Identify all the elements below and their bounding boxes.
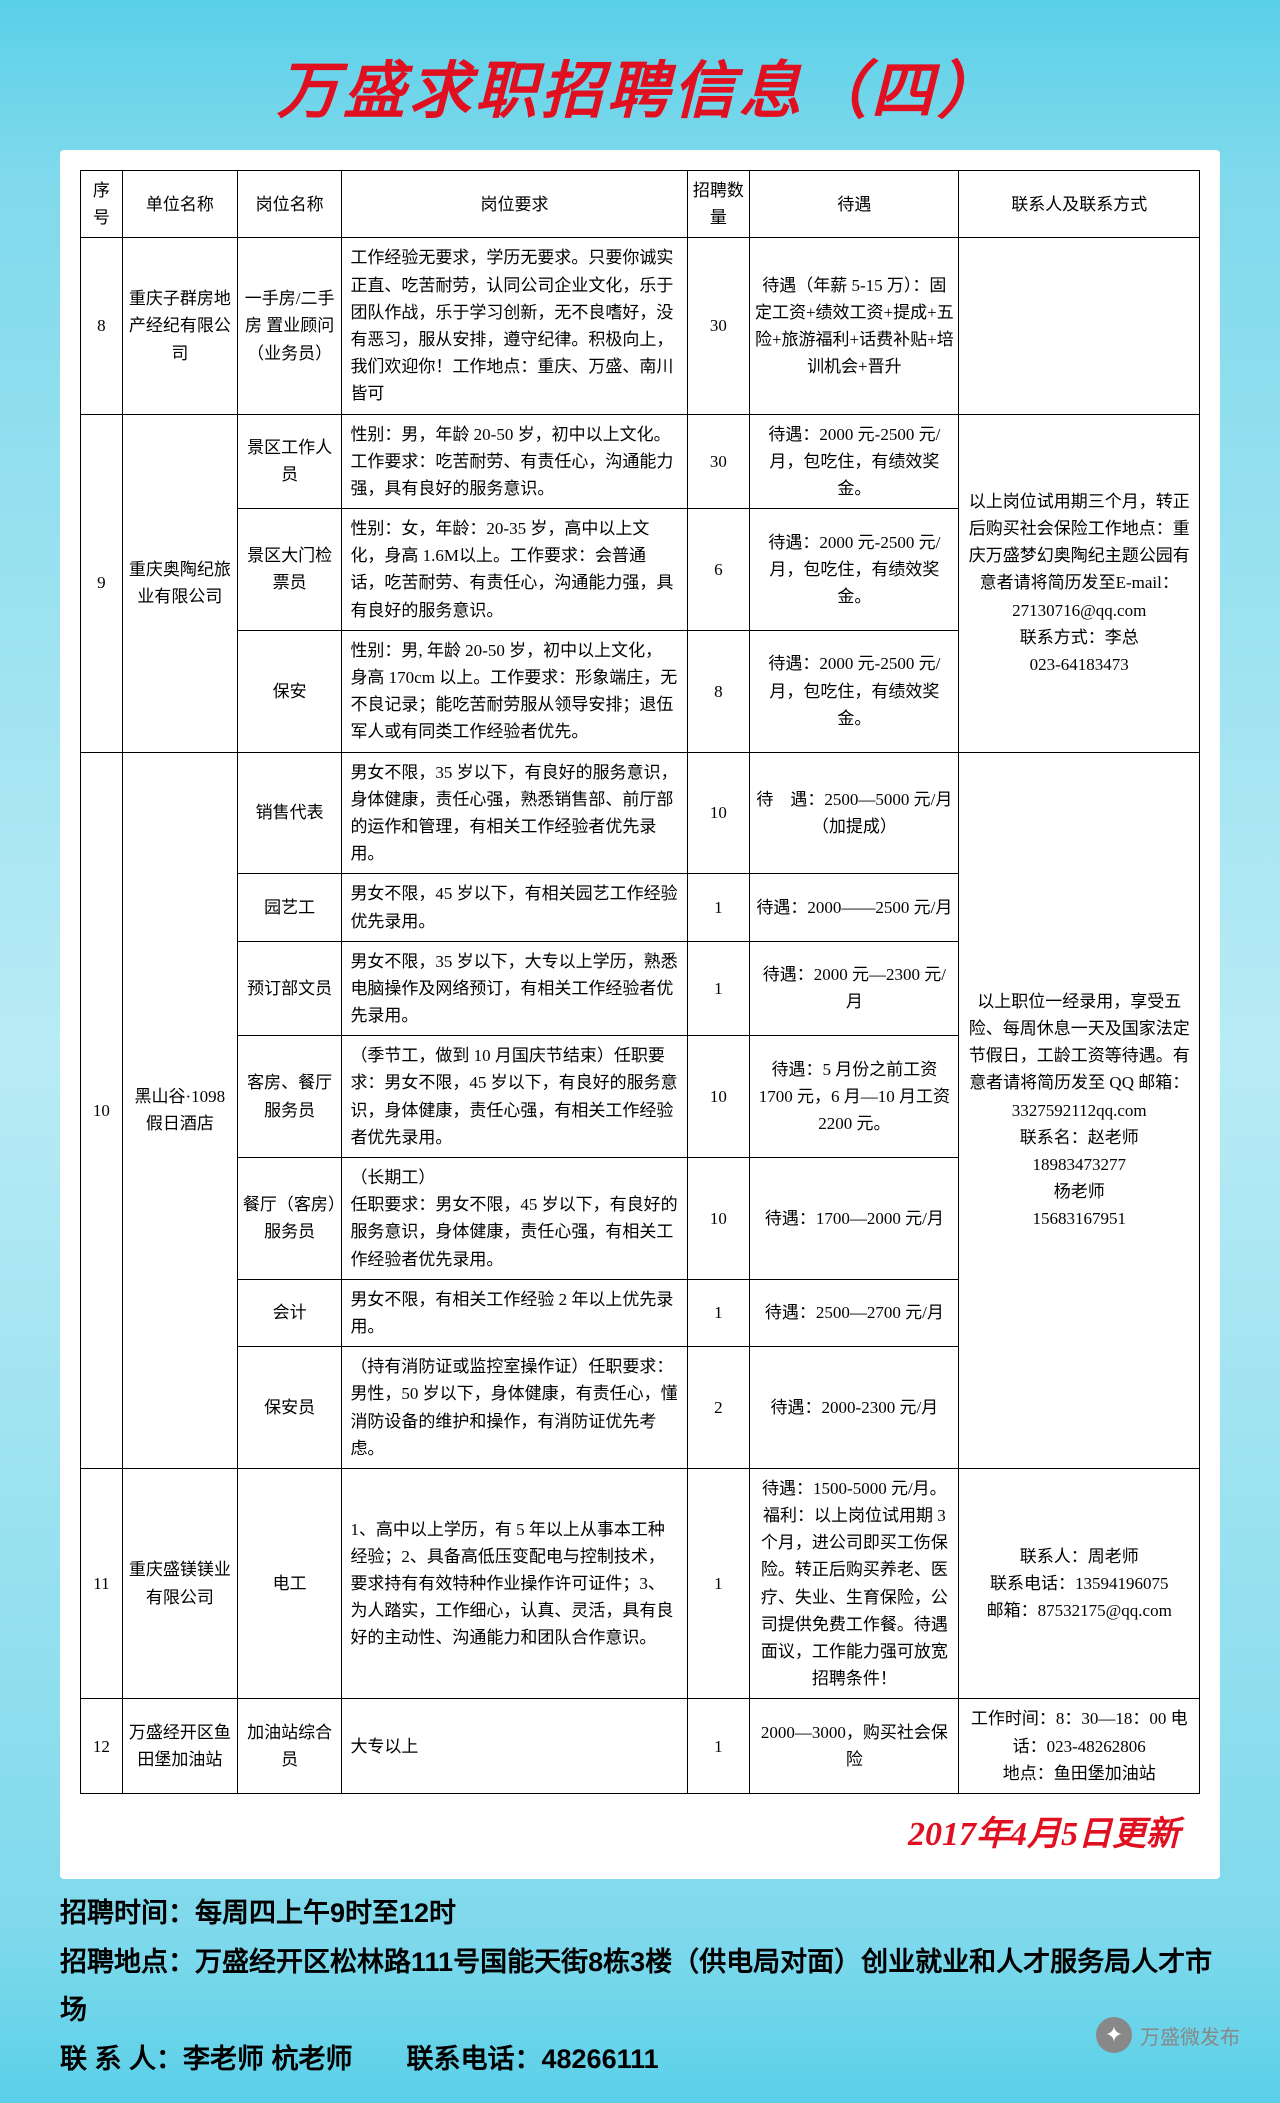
quantity-cell: 30 (687, 414, 750, 509)
position-cell: 会计 (237, 1279, 342, 1346)
requirement-cell: 男女不限，35 岁以下，大专以上学历，熟悉电脑操作及网络预订，有相关工作经验者优… (342, 941, 687, 1036)
requirement-cell: 男女不限，45 岁以下，有相关园艺工作经验优先录用。 (342, 874, 687, 941)
quantity-cell: 10 (687, 1158, 750, 1280)
requirement-cell: （持有消防证或监控室操作证）任职要求：男性，50 岁以下，身体健康，有责任心，懂… (342, 1347, 687, 1469)
salary-cell: 待遇：2000 元-2500 元/月，包吃住，有绩效奖金。 (750, 414, 959, 509)
footer-time: 招聘时间：每周四上午9时至12时 (60, 1889, 1220, 1938)
th-quantity: 招聘数量 (687, 171, 750, 238)
salary-cell: 待遇：1500-5000 元/月。福利：以上岗位试用期 3 个月，进公司即买工伤… (750, 1468, 959, 1699)
position-cell: 销售代表 (237, 752, 342, 874)
quantity-cell: 6 (687, 509, 750, 631)
seq-cell: 11 (81, 1468, 123, 1699)
position-cell: 园艺工 (237, 874, 342, 941)
quantity-cell: 10 (687, 1036, 750, 1158)
quantity-cell: 2 (687, 1347, 750, 1469)
requirement-cell: 1、高中以上学历，有 5 年以上从事本工种经验；2、具备高低压变配电与控制技术，… (342, 1468, 687, 1699)
requirement-cell: 男女不限，有相关工作经验 2 年以上优先录用。 (342, 1279, 687, 1346)
table-row: 11重庆盛镁镁业有限公司电工1、高中以上学历，有 5 年以上从事本工种经验；2、… (81, 1468, 1200, 1699)
quantity-cell: 1 (687, 1468, 750, 1699)
requirement-cell: 性别：男, 年龄 20-50 岁，初中以上文化，身高 170cm 以上。工作要求… (342, 630, 687, 752)
table-row: 10黑山谷·1098 假日酒店销售代表男女不限，35 岁以下，有良好的服务意识，… (81, 752, 1200, 874)
seq-cell: 8 (81, 238, 123, 414)
quantity-cell: 1 (687, 1699, 750, 1794)
requirement-cell: （长期工） 任职要求：男女不限，45 岁以下，有良好的服务意识，身体健康，责任心… (342, 1158, 687, 1280)
salary-cell: 待遇：2000 元-2500 元/月，包吃住，有绩效奖金。 (750, 630, 959, 752)
position-cell: 电工 (237, 1468, 342, 1699)
position-cell: 客房、餐厅服务员 (237, 1036, 342, 1158)
requirement-cell: 男女不限，35 岁以下，有良好的服务意识，身体健康，责任心强，熟悉销售部、前厅部… (342, 752, 687, 874)
wechat-icon: ✦ (1096, 2017, 1132, 2053)
position-cell: 一手房/二手房 置业顾问（业务员） (237, 238, 342, 414)
quantity-cell: 30 (687, 238, 750, 414)
contact-cell: 以上岗位试用期三个月，转正后购买社会保险工作地点：重庆万盛梦幻奥陶纪主题公园有意… (959, 414, 1200, 752)
position-cell: 景区工作人员 (237, 414, 342, 509)
contact-cell (959, 238, 1200, 414)
th-company: 单位名称 (122, 171, 237, 238)
header-row: 序号 单位名称 岗位名称 岗位要求 招聘数量 待遇 联系人及联系方式 (81, 171, 1200, 238)
salary-cell: 待遇：2500—2700 元/月 (750, 1279, 959, 1346)
salary-cell: 待遇：5 月份之前工资 1700 元，6 月—10 月工资 2200 元。 (750, 1036, 959, 1158)
position-cell: 景区大门检票员 (237, 509, 342, 631)
th-position: 岗位名称 (237, 171, 342, 238)
table-row: 9重庆奥陶纪旅业有限公司景区工作人员性别：男，年龄 20-50 岁，初中以上文化… (81, 414, 1200, 509)
quantity-cell: 8 (687, 630, 750, 752)
th-seq: 序号 (81, 171, 123, 238)
company-cell: 重庆盛镁镁业有限公司 (122, 1468, 237, 1699)
contact-cell: 联系人：周老师 联系电话：13594196075 邮箱：87532175@qq.… (959, 1468, 1200, 1699)
position-cell: 预订部文员 (237, 941, 342, 1036)
position-cell: 餐厅（客房）服务员 (237, 1158, 342, 1280)
table-row: 8重庆子群房地产经纪有限公司一手房/二手房 置业顾问（业务员）工作经验无要求，学… (81, 238, 1200, 414)
requirement-cell: （季节工，做到 10 月国庆节结束）任职要求：男女不限，45 岁以下，有良好的服… (342, 1036, 687, 1158)
job-table: 序号 单位名称 岗位名称 岗位要求 招聘数量 待遇 联系人及联系方式 8重庆子群… (80, 170, 1200, 1794)
company-cell: 万盛经开区鱼田堡加油站 (122, 1699, 237, 1794)
salary-cell: 待遇：2000 元-2500 元/月，包吃住，有绩效奖金。 (750, 509, 959, 631)
table-row: 12万盛经开区鱼田堡加油站加油站综合员大专以上12000—3000，购买社会保险… (81, 1699, 1200, 1794)
quantity-cell: 1 (687, 874, 750, 941)
th-contact: 联系人及联系方式 (959, 171, 1200, 238)
seq-cell: 9 (81, 414, 123, 752)
position-cell: 保安 (237, 630, 342, 752)
seq-cell: 10 (81, 752, 123, 1468)
footer-contact: 联 系 人：李老师 杭老师 联系电话：48266111 (60, 2035, 1220, 2084)
wechat-signature: ✦ 万盛微发布 (1096, 2017, 1240, 2053)
requirement-cell: 性别：男，年龄 20-50 岁，初中以上文化。工作要求：吃苦耐劳、有责任心，沟通… (342, 414, 687, 509)
requirement-cell: 工作经验无要求，学历无要求。只要你诚实正直、吃苦耐劳，认同公司企业文化，乐于团队… (342, 238, 687, 414)
quantity-cell: 1 (687, 1279, 750, 1346)
salary-cell: 2000—3000，购买社会保险 (750, 1699, 959, 1794)
update-date: 2017年4月5日更新 (80, 1794, 1200, 1859)
wechat-name: 万盛微发布 (1140, 2021, 1240, 2050)
requirement-cell: 性别：女，年龄：20-35 岁，高中以上文化，身高 1.6M以上。工作要求：会普… (342, 509, 687, 631)
footer-address: 招聘地点：万盛经开区松林路111号国能天街8栋3楼（供电局对面）创业就业和人才服… (60, 1938, 1220, 2035)
contact-cell: 以上职位一经录用，享受五险、每周休息一天及国家法定节假日，工龄工资等待遇。有意者… (959, 752, 1200, 1468)
requirement-cell: 大专以上 (342, 1699, 687, 1794)
quantity-cell: 10 (687, 752, 750, 874)
th-requirement: 岗位要求 (342, 171, 687, 238)
salary-cell: 待遇：2000——2500 元/月 (750, 874, 959, 941)
company-cell: 重庆子群房地产经纪有限公司 (122, 238, 237, 414)
footer: 招聘时间：每周四上午9时至12时 招聘地点：万盛经开区松林路111号国能天街8栋… (0, 1879, 1280, 2103)
contact-cell: 工作时间：8：30—18：00 电话：023-48262806 地点：鱼田堡加油… (959, 1699, 1200, 1794)
salary-cell: 待遇：2000 元—2300 元/月 (750, 941, 959, 1036)
position-cell: 保安员 (237, 1347, 342, 1469)
position-cell: 加油站综合员 (237, 1699, 342, 1794)
salary-cell: 待 遇：2500—5000 元/月（加提成） (750, 752, 959, 874)
page-title: 万盛求职招聘信息（四） (0, 0, 1280, 150)
quantity-cell: 1 (687, 941, 750, 1036)
salary-cell: 待遇：1700—2000 元/月 (750, 1158, 959, 1280)
table-container: 序号 单位名称 岗位名称 岗位要求 招聘数量 待遇 联系人及联系方式 8重庆子群… (60, 150, 1220, 1879)
th-salary: 待遇 (750, 171, 959, 238)
salary-cell: 待遇：2000-2300 元/月 (750, 1347, 959, 1469)
seq-cell: 12 (81, 1699, 123, 1794)
company-cell: 黑山谷·1098 假日酒店 (122, 752, 237, 1468)
company-cell: 重庆奥陶纪旅业有限公司 (122, 414, 237, 752)
salary-cell: 待遇（年薪 5-15 万）：固定工资+绩效工资+提成+五险+旅游福利+话费补贴+… (750, 238, 959, 414)
